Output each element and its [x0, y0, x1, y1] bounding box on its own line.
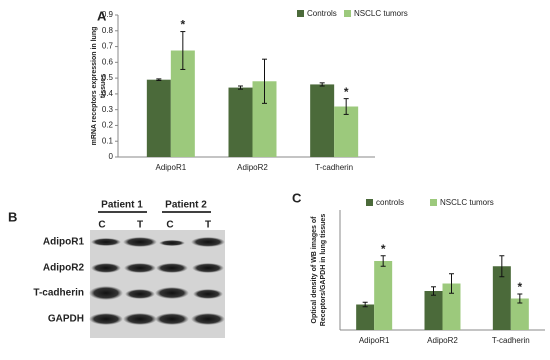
group-label: Patient 2	[165, 200, 207, 211]
x-tick-label: AdipoR1	[155, 163, 186, 172]
error-bar	[156, 78, 162, 81]
blot-panel: B Patient 1 Patient 2 C T C T AdipoR1 Ad…	[8, 200, 225, 338]
error-bar	[343, 98, 349, 115]
lane-label: C	[166, 220, 173, 231]
significance-mark: *	[517, 280, 522, 294]
panel-label: A	[97, 8, 107, 23]
error-bar	[499, 255, 505, 278]
legend-label: NSCLC tumors	[440, 198, 494, 207]
significance-mark: *	[344, 85, 349, 99]
error-bar	[362, 301, 368, 308]
y-tick-label: 0.1	[102, 136, 114, 145]
bar	[146, 79, 171, 157]
y-tick-label: 0	[109, 152, 114, 161]
error-bar	[262, 58, 267, 104]
y-axis-label-line: mRNA receptors expression in lung	[91, 27, 98, 146]
y-axis-label-line: tissues	[100, 74, 107, 98]
error-bar	[517, 293, 523, 304]
legend-swatch	[344, 10, 351, 17]
bar	[228, 87, 253, 157]
y-tick-label: 0.5	[102, 73, 114, 82]
y-tick-label: 0.8	[102, 26, 114, 35]
bar	[334, 106, 359, 157]
y-tick-label: 0.6	[102, 57, 114, 66]
panel-label: C	[292, 190, 302, 205]
y-tick-label: 0.4	[102, 89, 114, 98]
bar	[492, 266, 511, 330]
y-axis-label: Optical density of WB images of Receptors…	[311, 214, 327, 327]
bar	[442, 283, 461, 330]
y-tick-label: 0.9	[102, 10, 114, 19]
bar	[356, 304, 375, 330]
y-axis-label-line: Optical density of WB images of	[311, 216, 318, 324]
row-label: AdipoR2	[43, 263, 85, 274]
row-label: GAPDH	[48, 314, 84, 325]
x-tick-label: AdipoR1	[359, 336, 390, 345]
legend-label: NSCLC tumors	[354, 9, 408, 18]
legend-label: controls	[376, 198, 404, 207]
bar	[310, 84, 335, 157]
bar	[510, 298, 529, 330]
legend-swatch	[297, 10, 304, 17]
blot-bands	[89, 237, 225, 325]
significance-mark: *	[381, 242, 386, 256]
y-axis-label: mRNA receptors expression in lung tissues	[91, 27, 107, 146]
lane-label: T	[137, 220, 143, 231]
error-bar	[431, 286, 436, 296]
row-label: AdipoR1	[43, 237, 85, 248]
panel-label: B	[8, 209, 17, 224]
error-bar	[180, 31, 186, 70]
y-tick-label: 0.3	[102, 105, 114, 114]
y-axis-label-line: Receptors/GAPDH in lung tissues	[320, 214, 327, 327]
error-bar	[449, 273, 454, 294]
legend-label: Controls	[307, 9, 337, 18]
x-tick-label: T-cadherin	[315, 163, 353, 172]
group-label: Patient 1	[101, 200, 143, 211]
x-tick-label: T-cadherin	[492, 336, 530, 345]
significance-mark: *	[180, 18, 185, 32]
y-tick-label: 0.7	[102, 42, 114, 51]
bar	[424, 291, 443, 330]
row-label: T-cadherin	[33, 288, 84, 299]
error-bar	[380, 255, 386, 267]
legend-swatch	[366, 199, 373, 206]
error-bar	[238, 85, 243, 90]
lane-label: T	[205, 220, 211, 231]
legend-swatch	[430, 199, 437, 206]
y-tick-label: 0.2	[102, 121, 114, 130]
x-tick-label: AdipoR2	[237, 163, 268, 172]
lane-label: C	[98, 220, 105, 231]
error-bar	[319, 82, 325, 87]
bar	[374, 261, 393, 330]
x-tick-label: AdipoR2	[427, 336, 458, 345]
